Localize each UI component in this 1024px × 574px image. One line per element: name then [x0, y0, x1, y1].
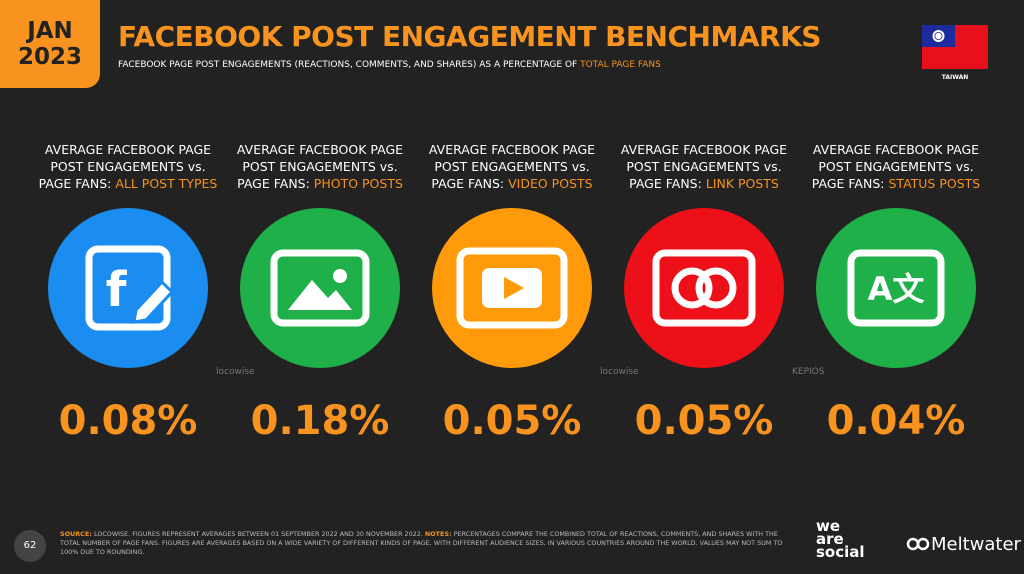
icon: f [48, 208, 208, 368]
card-label: AVERAGE FACEBOOK PAGE POST ENGAGEMENTS vs… [800, 141, 992, 192]
icon-frame [456, 247, 568, 329]
icon-play [504, 277, 524, 299]
icon [240, 208, 400, 368]
label-text: POST ENGAGEMENTS vs. [242, 159, 398, 174]
label-text: AVERAGE FACEBOOK PAGE [620, 142, 788, 157]
label-line: AVERAGE FACEBOOK PAGE [32, 141, 224, 158]
source-text: LOCOWISE. FIGURES REPRESENT AVERAGES BET… [93, 530, 425, 538]
page-number: 62 [14, 530, 46, 562]
label-line: AVERAGE FACEBOOK PAGE [416, 141, 608, 158]
label-highlight: LINK POSTS [705, 176, 779, 191]
footnote: SOURCE: LOCOWISE. FIGURES REPRESENT AVER… [60, 530, 795, 557]
label-text: POST ENGAGEMENTS vs. [626, 159, 782, 174]
label-line: PAGE FANS: ALL POST TYPES [32, 175, 224, 192]
partner-logo: Meltwater [905, 534, 1021, 555]
icon-frame [847, 249, 945, 327]
label-highlight: ALL POST TYPES [115, 176, 218, 191]
icon-ring [695, 267, 737, 309]
label-text: AVERAGE FACEBOOK PAGE [236, 142, 404, 157]
label-text: AVERAGE FACEBOOK PAGE [44, 142, 212, 157]
card-label: AVERAGE FACEBOOK PAGE POST ENGAGEMENTS vs… [416, 141, 608, 192]
title: FACEBOOK POST ENGAGEMENT BENCHMARKS [118, 20, 821, 53]
flag [922, 25, 988, 69]
label-highlight: VIDEO POSTS [508, 176, 593, 191]
card-label: AVERAGE FACEBOOK PAGE POST ENGAGEMENTS vs… [32, 141, 224, 192]
icon [624, 208, 784, 368]
label-line: POST ENGAGEMENTS vs. [416, 158, 608, 175]
label-text: AVERAGE FACEBOOK PAGE [812, 142, 980, 157]
icon-circle [48, 208, 208, 368]
partner-mark [906, 537, 930, 551]
label-text: PAGE FANS: [811, 176, 889, 191]
brand-line: are [816, 530, 844, 548]
icon-circle [816, 208, 976, 368]
subtitle: FACEBOOK PAGE POST ENGAGEMENTS (REACTION… [118, 60, 661, 70]
icon-glyph: A文 [868, 270, 925, 308]
card-value: 0.08% [58, 398, 198, 444]
card-value: 0.04% [826, 398, 966, 444]
icon [432, 208, 592, 368]
label-highlight: STATUS POSTS [888, 176, 981, 191]
brand: we are social [816, 517, 865, 561]
brand-line: social [816, 543, 865, 561]
label-highlight: PHOTO POSTS [313, 176, 403, 191]
label-line: PAGE FANS: PHOTO POSTS [224, 175, 416, 192]
label-line: POST ENGAGEMENTS vs. [32, 158, 224, 175]
label-line: PAGE FANS: VIDEO POSTS [416, 175, 608, 192]
label-text: PAGE FANS: [237, 176, 314, 191]
notes-label: NOTES: [424, 530, 454, 538]
watermark: KEPIOS [792, 367, 825, 377]
subtitle-highlight: TOTAL PAGE FANS [580, 60, 661, 70]
label-line: POST ENGAGEMENTS vs. [800, 158, 992, 175]
label-line: AVERAGE FACEBOOK PAGE [608, 141, 800, 158]
label-line: AVERAGE FACEBOOK PAGE [224, 141, 416, 158]
label-text: POST ENGAGEMENTS vs. [434, 159, 590, 174]
label-line: AVERAGE FACEBOOK PAGE [800, 141, 992, 158]
label-text: POST ENGAGEMENTS vs. [50, 159, 206, 174]
card-value: 0.18% [250, 398, 390, 444]
label-text: PAGE FANS: [431, 176, 509, 191]
label-text: AVERAGE FACEBOOK PAGE [428, 142, 596, 157]
card-value: 0.05% [442, 398, 582, 444]
date-box: JAN 2023 [0, 0, 100, 88]
icon-circle [624, 208, 784, 368]
watermark: locowise [600, 367, 639, 377]
card-value: 0.05% [634, 398, 774, 444]
source-label: SOURCE: [60, 530, 94, 538]
icon-frame [652, 249, 756, 327]
subtitle-text: FACEBOOK PAGE POST ENGAGEMENTS (REACTION… [118, 60, 581, 70]
watermark: locowise [216, 367, 255, 377]
date-year: 2023 [17, 44, 82, 70]
icon-ring [671, 267, 713, 309]
icon-glyph: f [106, 262, 128, 318]
icon-sun [333, 269, 347, 283]
label-line: PAGE FANS: LINK POSTS [608, 175, 800, 192]
partner-name: Meltwater [931, 534, 1021, 555]
label-text: PAGE FANS: [629, 176, 706, 191]
card-label: AVERAGE FACEBOOK PAGE POST ENGAGEMENTS vs… [224, 141, 416, 192]
icon-frame [270, 249, 370, 327]
icon: A文 [816, 208, 976, 368]
icon-mountain [288, 280, 352, 310]
label-line: POST ENGAGEMENTS vs. [608, 158, 800, 175]
icon-pencil [132, 279, 175, 324]
card-label: AVERAGE FACEBOOK PAGE POST ENGAGEMENTS vs… [608, 141, 800, 192]
icon-circle [240, 208, 400, 368]
notes-text: PERCENTAGES COMPARE THE COMBINED TOTAL O… [60, 530, 783, 556]
label-text: PAGE FANS: [38, 176, 116, 191]
brand-line: we [816, 517, 841, 535]
label-text: POST ENGAGEMENTS vs. [818, 159, 974, 174]
label-line: POST ENGAGEMENTS vs. [224, 158, 416, 175]
label-line: PAGE FANS: STATUS POSTS [800, 175, 992, 192]
date-month: JAN [27, 18, 73, 44]
country-label: TAIWAN [941, 74, 969, 81]
